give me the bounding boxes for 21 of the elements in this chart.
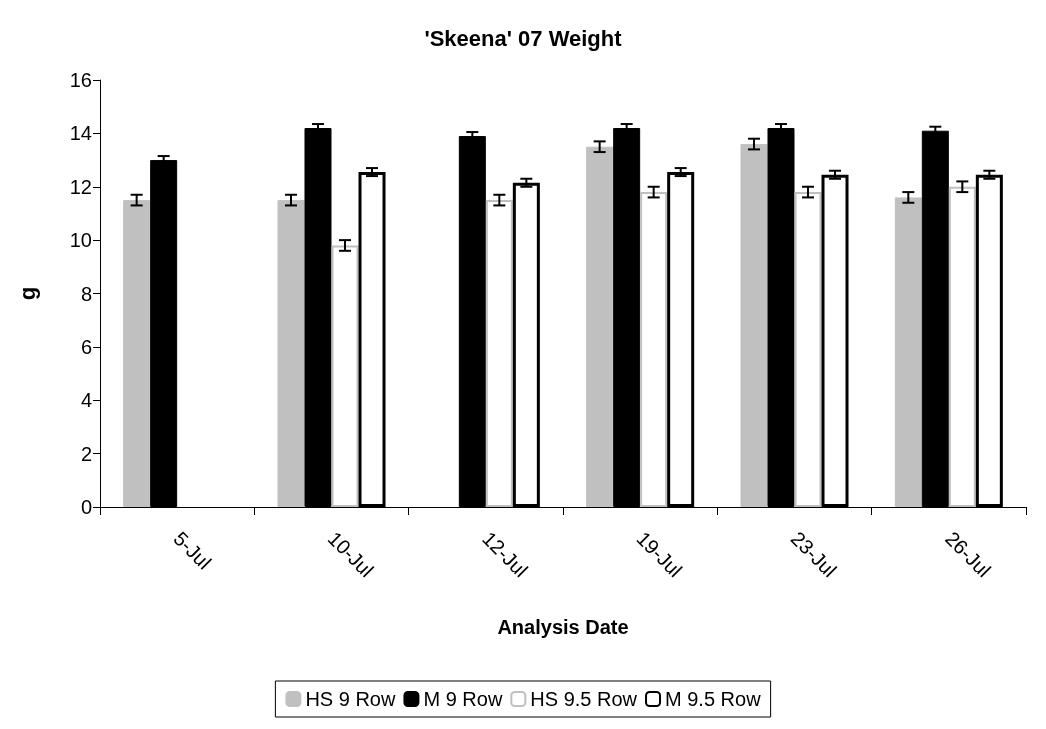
legend-label: HS 9 Row bbox=[305, 688, 396, 710]
chart-title: 'Skeena' 07 Weight bbox=[424, 25, 623, 51]
y-tick-label: 4 bbox=[80, 389, 92, 412]
y-axis-title: g bbox=[14, 286, 40, 301]
legend-label: HS 9.5 Row bbox=[530, 688, 638, 710]
y-tick-label: 8 bbox=[80, 282, 92, 305]
legend-label: M 9 Row bbox=[423, 688, 503, 710]
y-tick-label: 14 bbox=[69, 122, 92, 145]
bar bbox=[277, 200, 305, 507]
bar bbox=[740, 144, 768, 507]
bar bbox=[123, 200, 151, 507]
y-tick-label: 12 bbox=[69, 175, 92, 198]
x-axis-title: Analysis Date bbox=[497, 616, 629, 638]
bar bbox=[586, 146, 614, 507]
bar bbox=[894, 197, 922, 507]
y-tick-label: 16 bbox=[69, 69, 92, 91]
legend-label: M 9.5 Row bbox=[665, 688, 762, 710]
y-tick-label: 0 bbox=[80, 496, 92, 518]
y-tick-label: 2 bbox=[80, 442, 92, 465]
y-tick-label: 10 bbox=[69, 229, 92, 252]
y-tick-label: 6 bbox=[80, 335, 92, 358]
